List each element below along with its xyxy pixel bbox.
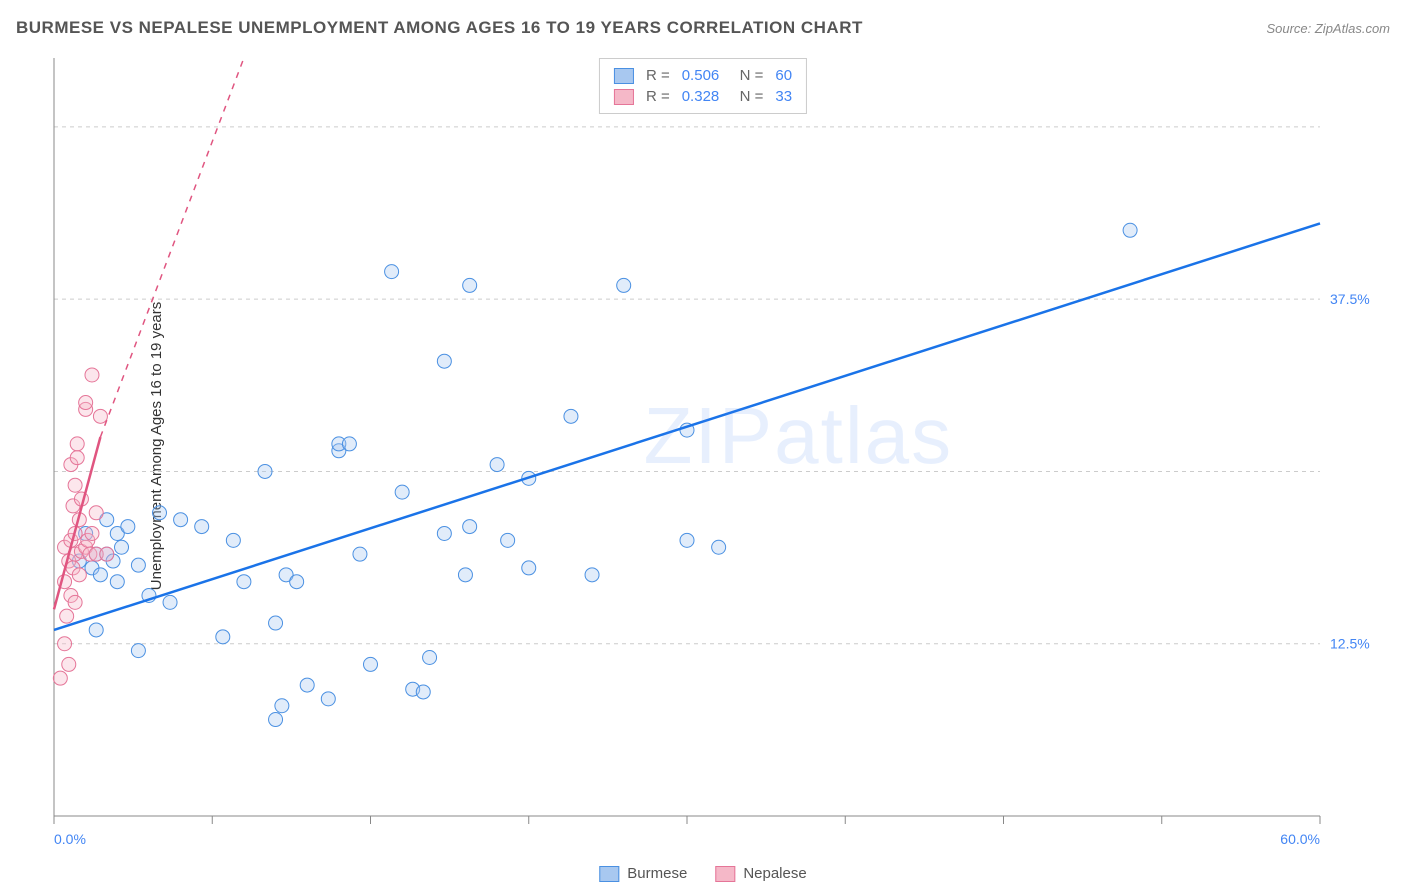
data-point [153, 506, 167, 520]
legend-swatch [715, 866, 735, 882]
data-point [226, 533, 240, 547]
legend-r-label: R = [646, 67, 670, 84]
data-point [174, 513, 188, 527]
legend-item: Burmese [599, 865, 687, 882]
legend-n-label: N = [731, 88, 763, 105]
data-point [70, 437, 84, 451]
data-point [195, 520, 209, 534]
legend-n-value: 60 [775, 67, 792, 84]
legend-label: Burmese [627, 865, 687, 882]
legend-r-value: 0.506 [682, 67, 720, 84]
legend-r-label: R = [646, 88, 670, 105]
data-point [490, 458, 504, 472]
data-point [237, 575, 251, 589]
data-point [131, 558, 145, 572]
data-point [501, 533, 515, 547]
data-point [72, 568, 86, 582]
data-point [216, 630, 230, 644]
data-point [300, 678, 314, 692]
data-point [121, 520, 135, 534]
data-point [275, 699, 289, 713]
data-point [258, 464, 272, 478]
data-point [110, 575, 124, 589]
data-point [68, 478, 82, 492]
source-label: Source: ZipAtlas.com [1266, 21, 1390, 36]
data-point [1123, 223, 1137, 237]
data-point [269, 616, 283, 630]
data-point [617, 278, 631, 292]
data-point [85, 368, 99, 382]
data-point [100, 547, 114, 561]
data-point [423, 651, 437, 665]
chart-area: 12.5%37.5%0.0%60.0% ZIPatlas [48, 52, 1388, 852]
data-point [321, 692, 335, 706]
y-tick-label: 12.5% [1330, 636, 1370, 652]
data-point [437, 526, 451, 540]
data-point [712, 540, 726, 554]
x-tick-label: 0.0% [54, 831, 86, 847]
legend-row: R = 0.328 N = 33 [614, 86, 792, 107]
trend-line [54, 223, 1320, 630]
data-point [522, 561, 536, 575]
correlation-legend: R = 0.506 N = 60 R = 0.328 N = 33 [599, 58, 807, 114]
y-tick-label: 37.5% [1330, 291, 1370, 307]
data-point [53, 671, 67, 685]
data-point [85, 526, 99, 540]
legend-n-label: N = [731, 67, 763, 84]
data-point [93, 409, 107, 423]
data-point [290, 575, 304, 589]
scatter-plot-svg: 12.5% 37.5% 0.0% 60.0% [48, 52, 1388, 852]
data-point [395, 485, 409, 499]
data-point [463, 278, 477, 292]
series-legend: Burmese Nepalese [599, 865, 806, 882]
data-point [353, 547, 367, 561]
data-point [58, 637, 72, 651]
data-point [416, 685, 430, 699]
legend-row: R = 0.506 N = 60 [614, 65, 792, 86]
data-point [342, 437, 356, 451]
data-point [60, 609, 74, 623]
data-point [89, 506, 103, 520]
header: BURMESE VS NEPALESE UNEMPLOYMENT AMONG A… [16, 18, 1390, 38]
data-point [89, 623, 103, 637]
legend-label: Nepalese [743, 865, 806, 882]
data-point [131, 644, 145, 658]
data-point [79, 396, 93, 410]
data-point [269, 713, 283, 727]
trend-line-dashed [100, 58, 243, 437]
data-point [385, 265, 399, 279]
data-point [437, 354, 451, 368]
x-tick-label: 60.0% [1280, 831, 1320, 847]
data-point [163, 595, 177, 609]
data-point [364, 657, 378, 671]
data-point [68, 595, 82, 609]
data-point [115, 540, 129, 554]
legend-swatch [614, 89, 634, 105]
data-point [62, 657, 76, 671]
chart-title: BURMESE VS NEPALESE UNEMPLOYMENT AMONG A… [16, 18, 863, 38]
data-point [70, 451, 84, 465]
data-point [585, 568, 599, 582]
data-point [463, 520, 477, 534]
data-point [680, 533, 694, 547]
legend-n-value: 33 [775, 88, 792, 105]
data-point [458, 568, 472, 582]
legend-swatch [599, 866, 619, 882]
data-point [564, 409, 578, 423]
legend-swatch [614, 68, 634, 84]
legend-item: Nepalese [715, 865, 806, 882]
legend-r-value: 0.328 [682, 88, 720, 105]
data-point [93, 568, 107, 582]
